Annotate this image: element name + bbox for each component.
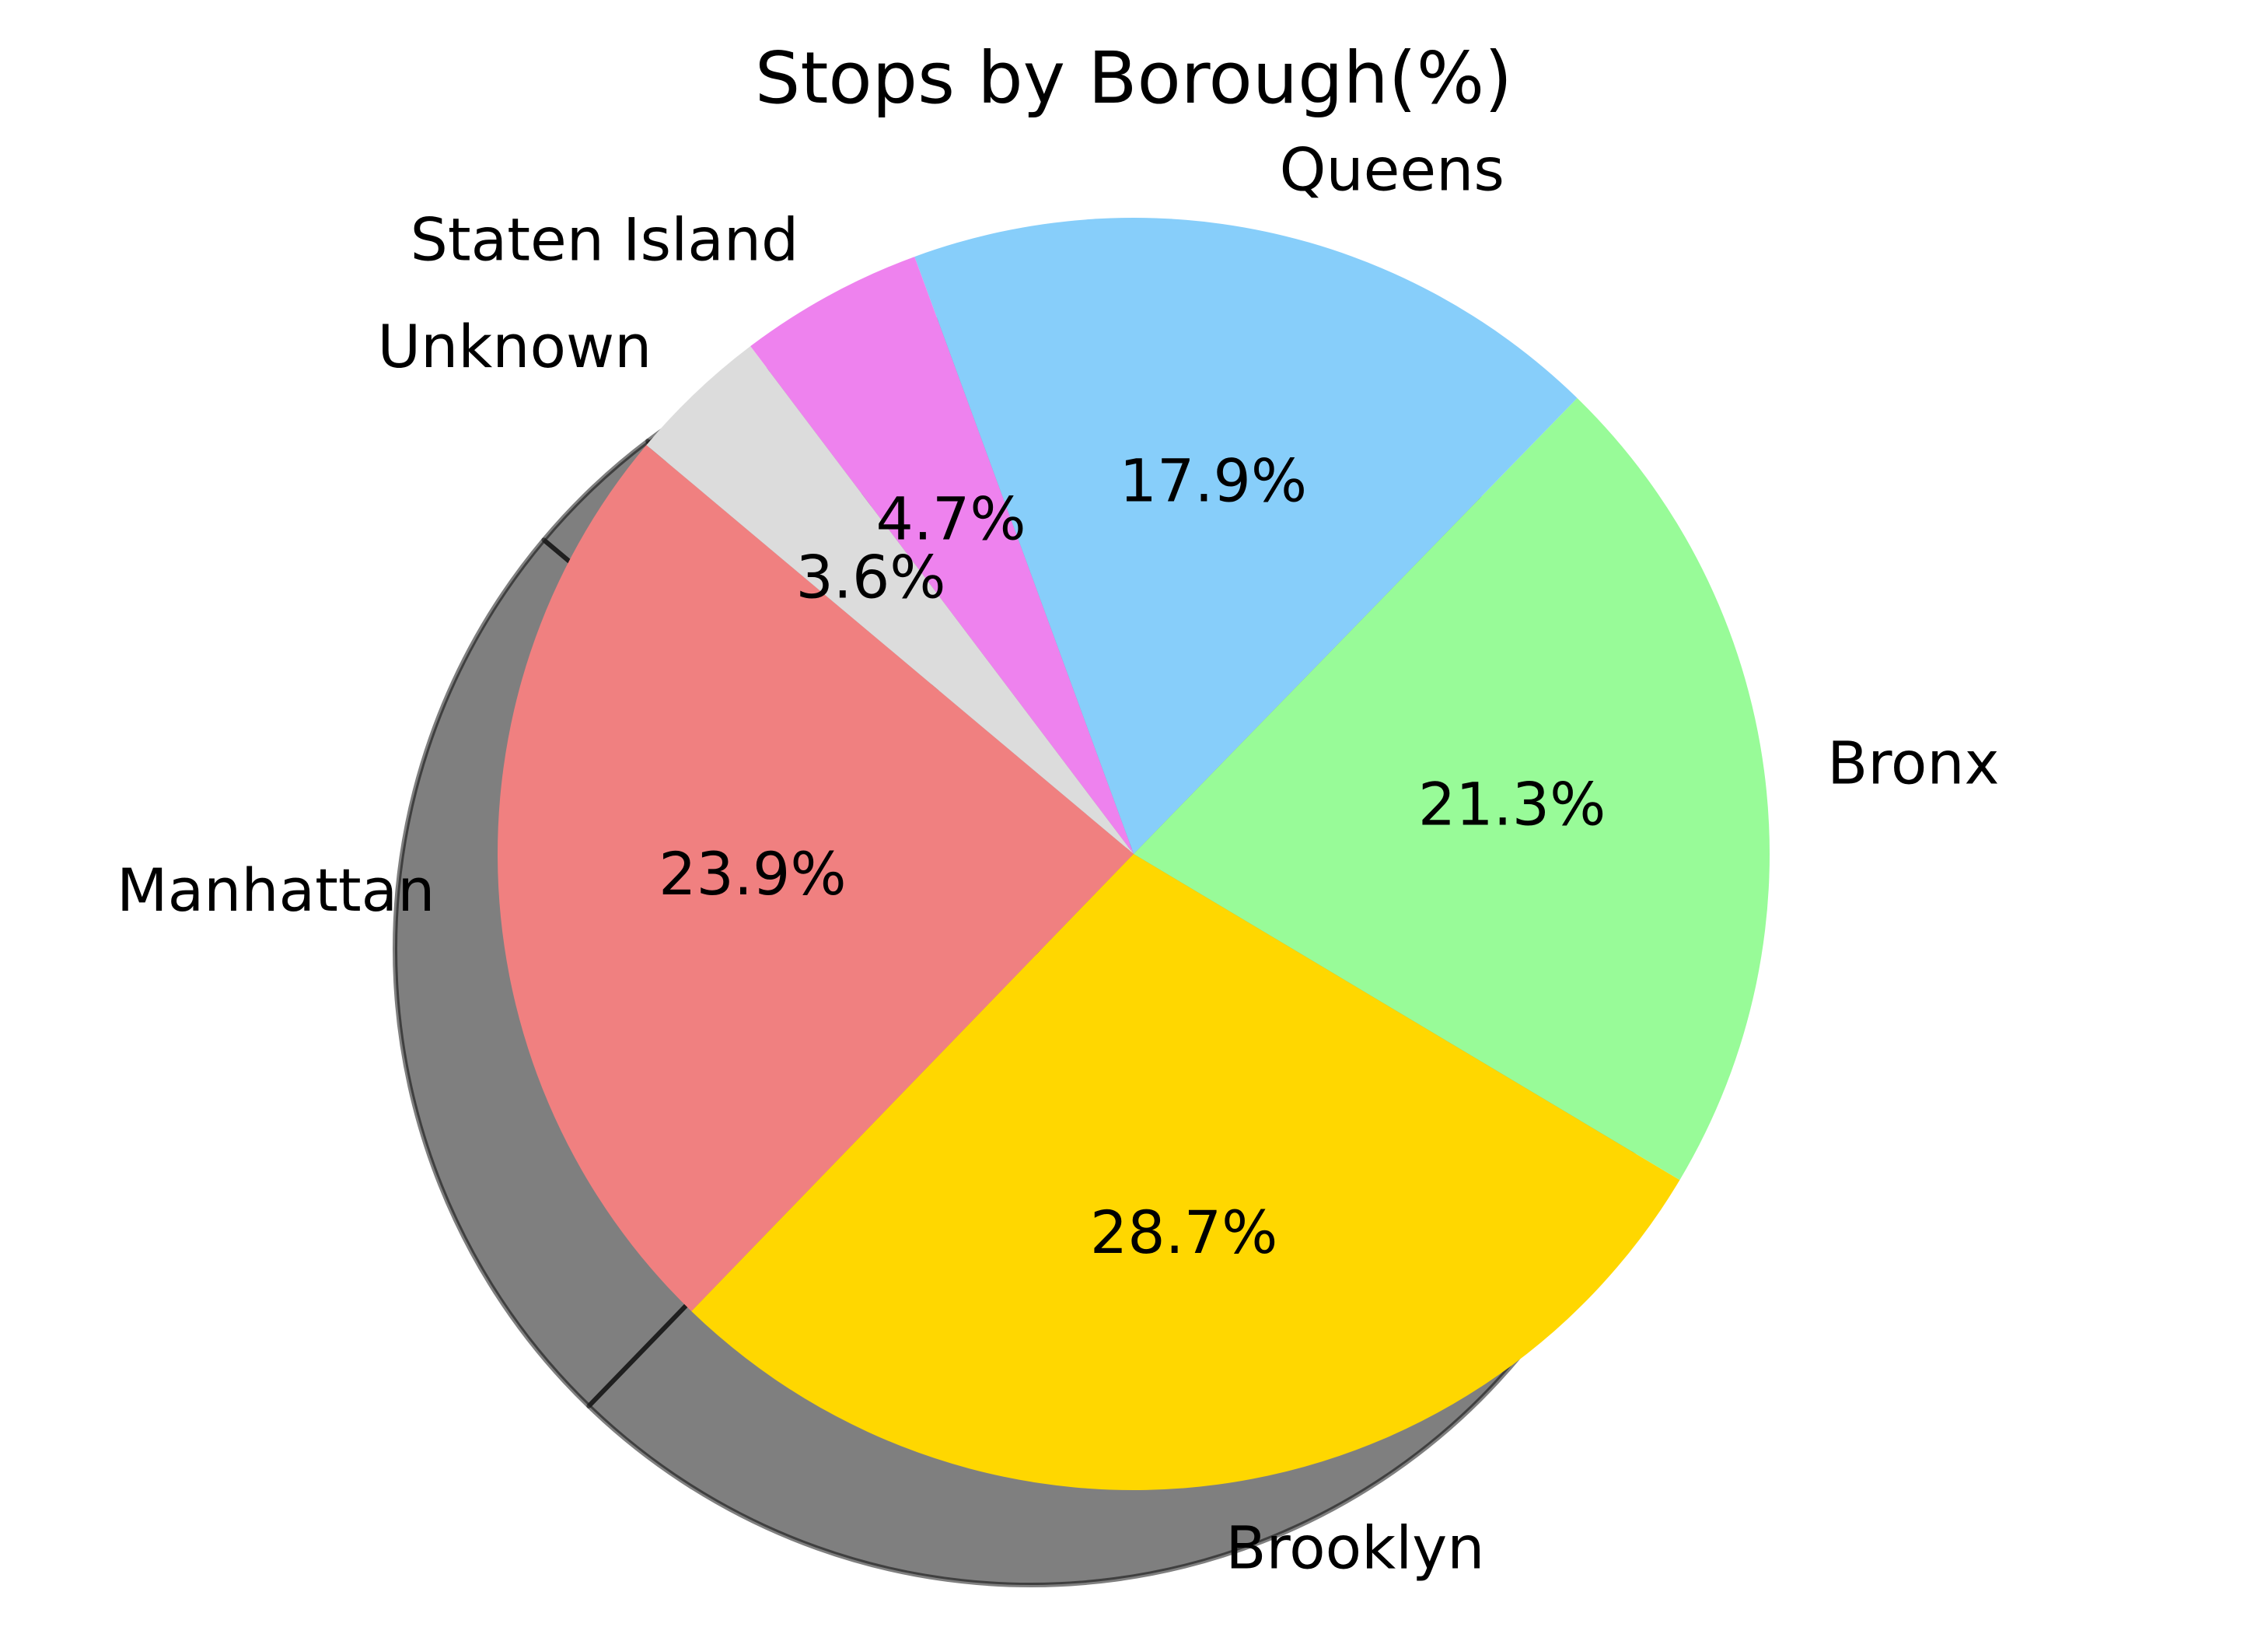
chart-title: Stops by Borough(%) — [755, 37, 1512, 120]
label-bronx: Bronx — [1827, 728, 1999, 797]
slice-unknown — [646, 346, 1134, 854]
value-label-staten-island: 4.7% — [876, 485, 1026, 554]
label-manhattan: Manhattan — [117, 855, 435, 925]
slice-brooklyn — [691, 854, 1680, 1491]
label-queens: Queens — [1280, 135, 1504, 204]
slice-bronx — [1134, 397, 1770, 1181]
slice-staten-island — [750, 257, 1134, 854]
label-unknown: Unknown — [378, 312, 652, 381]
slice-manhattan — [498, 445, 1134, 1311]
label-staten-island: Staten Island — [411, 205, 799, 275]
value-label-queens: 17.9% — [1120, 446, 1307, 515]
pie-labels: Manhattan 23.9% Brooklyn 28.7% Bronx 21.3% Que… — [117, 135, 1999, 1582]
value-label-manhattan: 23.9% — [659, 839, 846, 908]
label-brooklyn: Brooklyn — [1225, 1513, 1484, 1582]
slice-queens — [914, 218, 1578, 854]
value-label-bronx: 21.3% — [1418, 770, 1606, 839]
value-label-unknown: 3.6% — [795, 543, 945, 612]
value-label-brooklyn: 28.7% — [1090, 1198, 1277, 1267]
pie-slices — [498, 218, 1770, 1491]
